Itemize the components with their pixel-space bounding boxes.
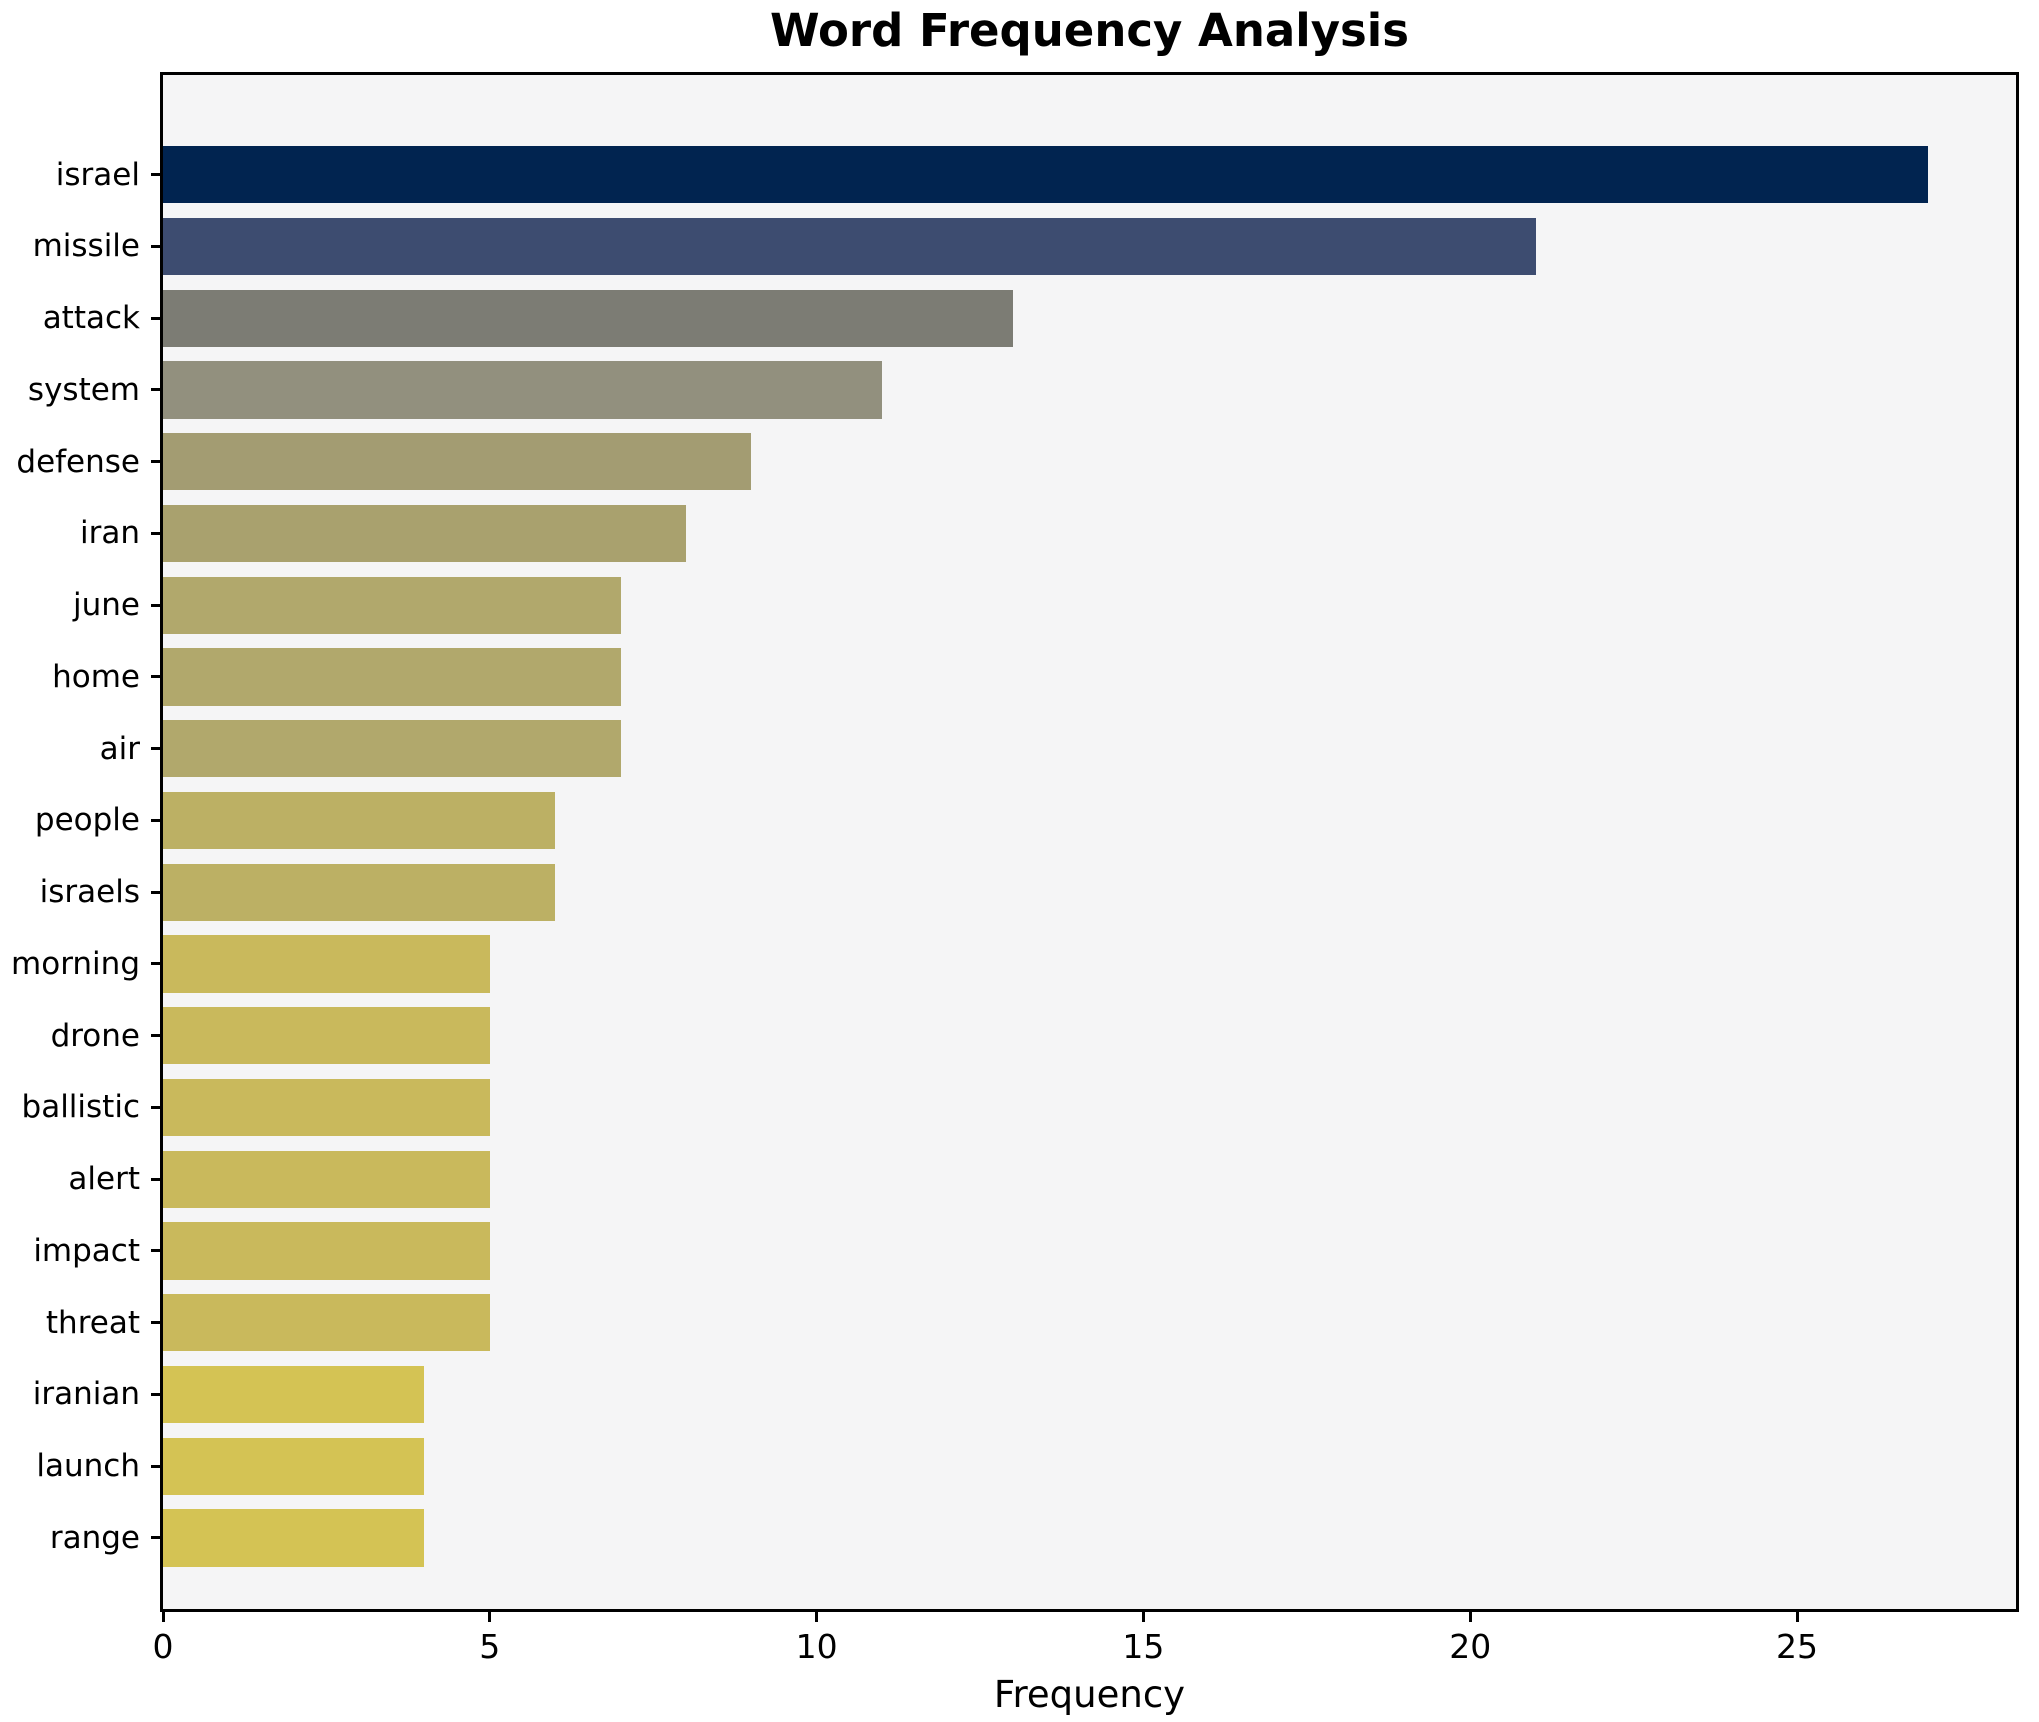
ytick-mark-missile	[151, 244, 160, 248]
bar-defense	[163, 433, 752, 491]
x-axis-label: Frequency	[993, 1673, 1186, 1716]
bar-iranian	[163, 1365, 425, 1424]
bar-missile	[163, 217, 1536, 276]
ytick-mark-iran	[151, 531, 160, 535]
bar-june	[163, 576, 621, 634]
ytick-mark-israels	[151, 890, 160, 894]
ytick-mark-attack	[151, 316, 160, 320]
ytick-mark-home	[151, 675, 160, 679]
ytick-label-iranian: iranian	[32, 1376, 140, 1413]
ytick-mark-system	[151, 388, 160, 392]
bar-people	[163, 791, 556, 850]
xtick-label-5: 5	[479, 1627, 501, 1666]
ytick-mark-impact	[151, 1249, 160, 1253]
ytick-label-system: system	[27, 371, 140, 408]
bar-alert	[163, 1150, 490, 1208]
ytick-mark-defense	[151, 460, 160, 464]
ytick-label-ballistic: ballistic	[21, 1089, 140, 1126]
ytick-mark-air	[151, 747, 160, 751]
ytick-label-range: range	[49, 1519, 140, 1556]
xtick-mark-25	[1795, 1612, 1799, 1622]
bar-morning	[163, 935, 490, 993]
ytick-label-drone: drone	[50, 1017, 140, 1054]
ytick-label-air: air	[99, 730, 140, 767]
ytick-label-defense: defense	[16, 443, 140, 480]
chart-title: Word Frequency Analysis	[769, 4, 1410, 57]
ytick-mark-iranian	[151, 1392, 160, 1396]
xtick-label-20: 20	[1449, 1627, 1492, 1666]
ytick-mark-launch	[151, 1464, 160, 1468]
ytick-mark-morning	[151, 962, 160, 966]
ytick-mark-ballistic	[151, 1105, 160, 1109]
ytick-label-israel: israel	[55, 156, 140, 193]
ytick-label-iran: iran	[79, 515, 140, 552]
xtick-mark-5	[488, 1612, 492, 1622]
xtick-label-10: 10	[795, 1627, 838, 1666]
xtick-label-15: 15	[1122, 1627, 1165, 1666]
xtick-label-25: 25	[1776, 1627, 1819, 1666]
xtick-mark-10	[815, 1612, 819, 1622]
xtick-mark-15	[1141, 1612, 1145, 1622]
ytick-label-attack: attack	[42, 300, 140, 337]
xtick-mark-20	[1468, 1612, 1472, 1622]
ytick-mark-range	[151, 1536, 160, 1540]
bar-drone	[163, 1007, 490, 1065]
ytick-mark-people	[151, 818, 160, 822]
bar-air	[163, 720, 621, 778]
bar-israels	[163, 863, 556, 921]
ytick-label-threat: threat	[45, 1304, 140, 1341]
ytick-label-launch: launch	[36, 1448, 140, 1485]
ytick-label-home: home	[52, 658, 140, 695]
bar-launch	[163, 1437, 425, 1495]
ytick-label-missile: missile	[32, 228, 140, 265]
bar-impact	[163, 1222, 490, 1280]
ytick-label-june: june	[73, 587, 140, 624]
ytick-mark-alert	[151, 1177, 160, 1181]
ytick-label-alert: alert	[68, 1161, 140, 1198]
ytick-label-impact: impact	[33, 1232, 140, 1269]
ytick-mark-drone	[151, 1034, 160, 1038]
ytick-label-people: people	[34, 802, 140, 839]
bar-threat	[163, 1294, 490, 1352]
bar-israel	[163, 146, 1928, 204]
ytick-mark-june	[151, 603, 160, 607]
ytick-mark-threat	[151, 1321, 160, 1325]
plot-area	[160, 72, 2019, 1612]
bar-range	[163, 1509, 425, 1567]
ytick-label-israels: israels	[39, 874, 140, 911]
bar-home	[163, 648, 621, 706]
bar-ballistic	[163, 1078, 490, 1137]
xtick-label-0: 0	[152, 1627, 174, 1666]
bar-attack	[163, 289, 1013, 347]
ytick-label-morning: morning	[11, 945, 140, 982]
xtick-mark-0	[161, 1612, 165, 1622]
ytick-mark-israel	[151, 173, 160, 177]
bar-system	[163, 361, 882, 419]
bar-iran	[163, 504, 686, 563]
